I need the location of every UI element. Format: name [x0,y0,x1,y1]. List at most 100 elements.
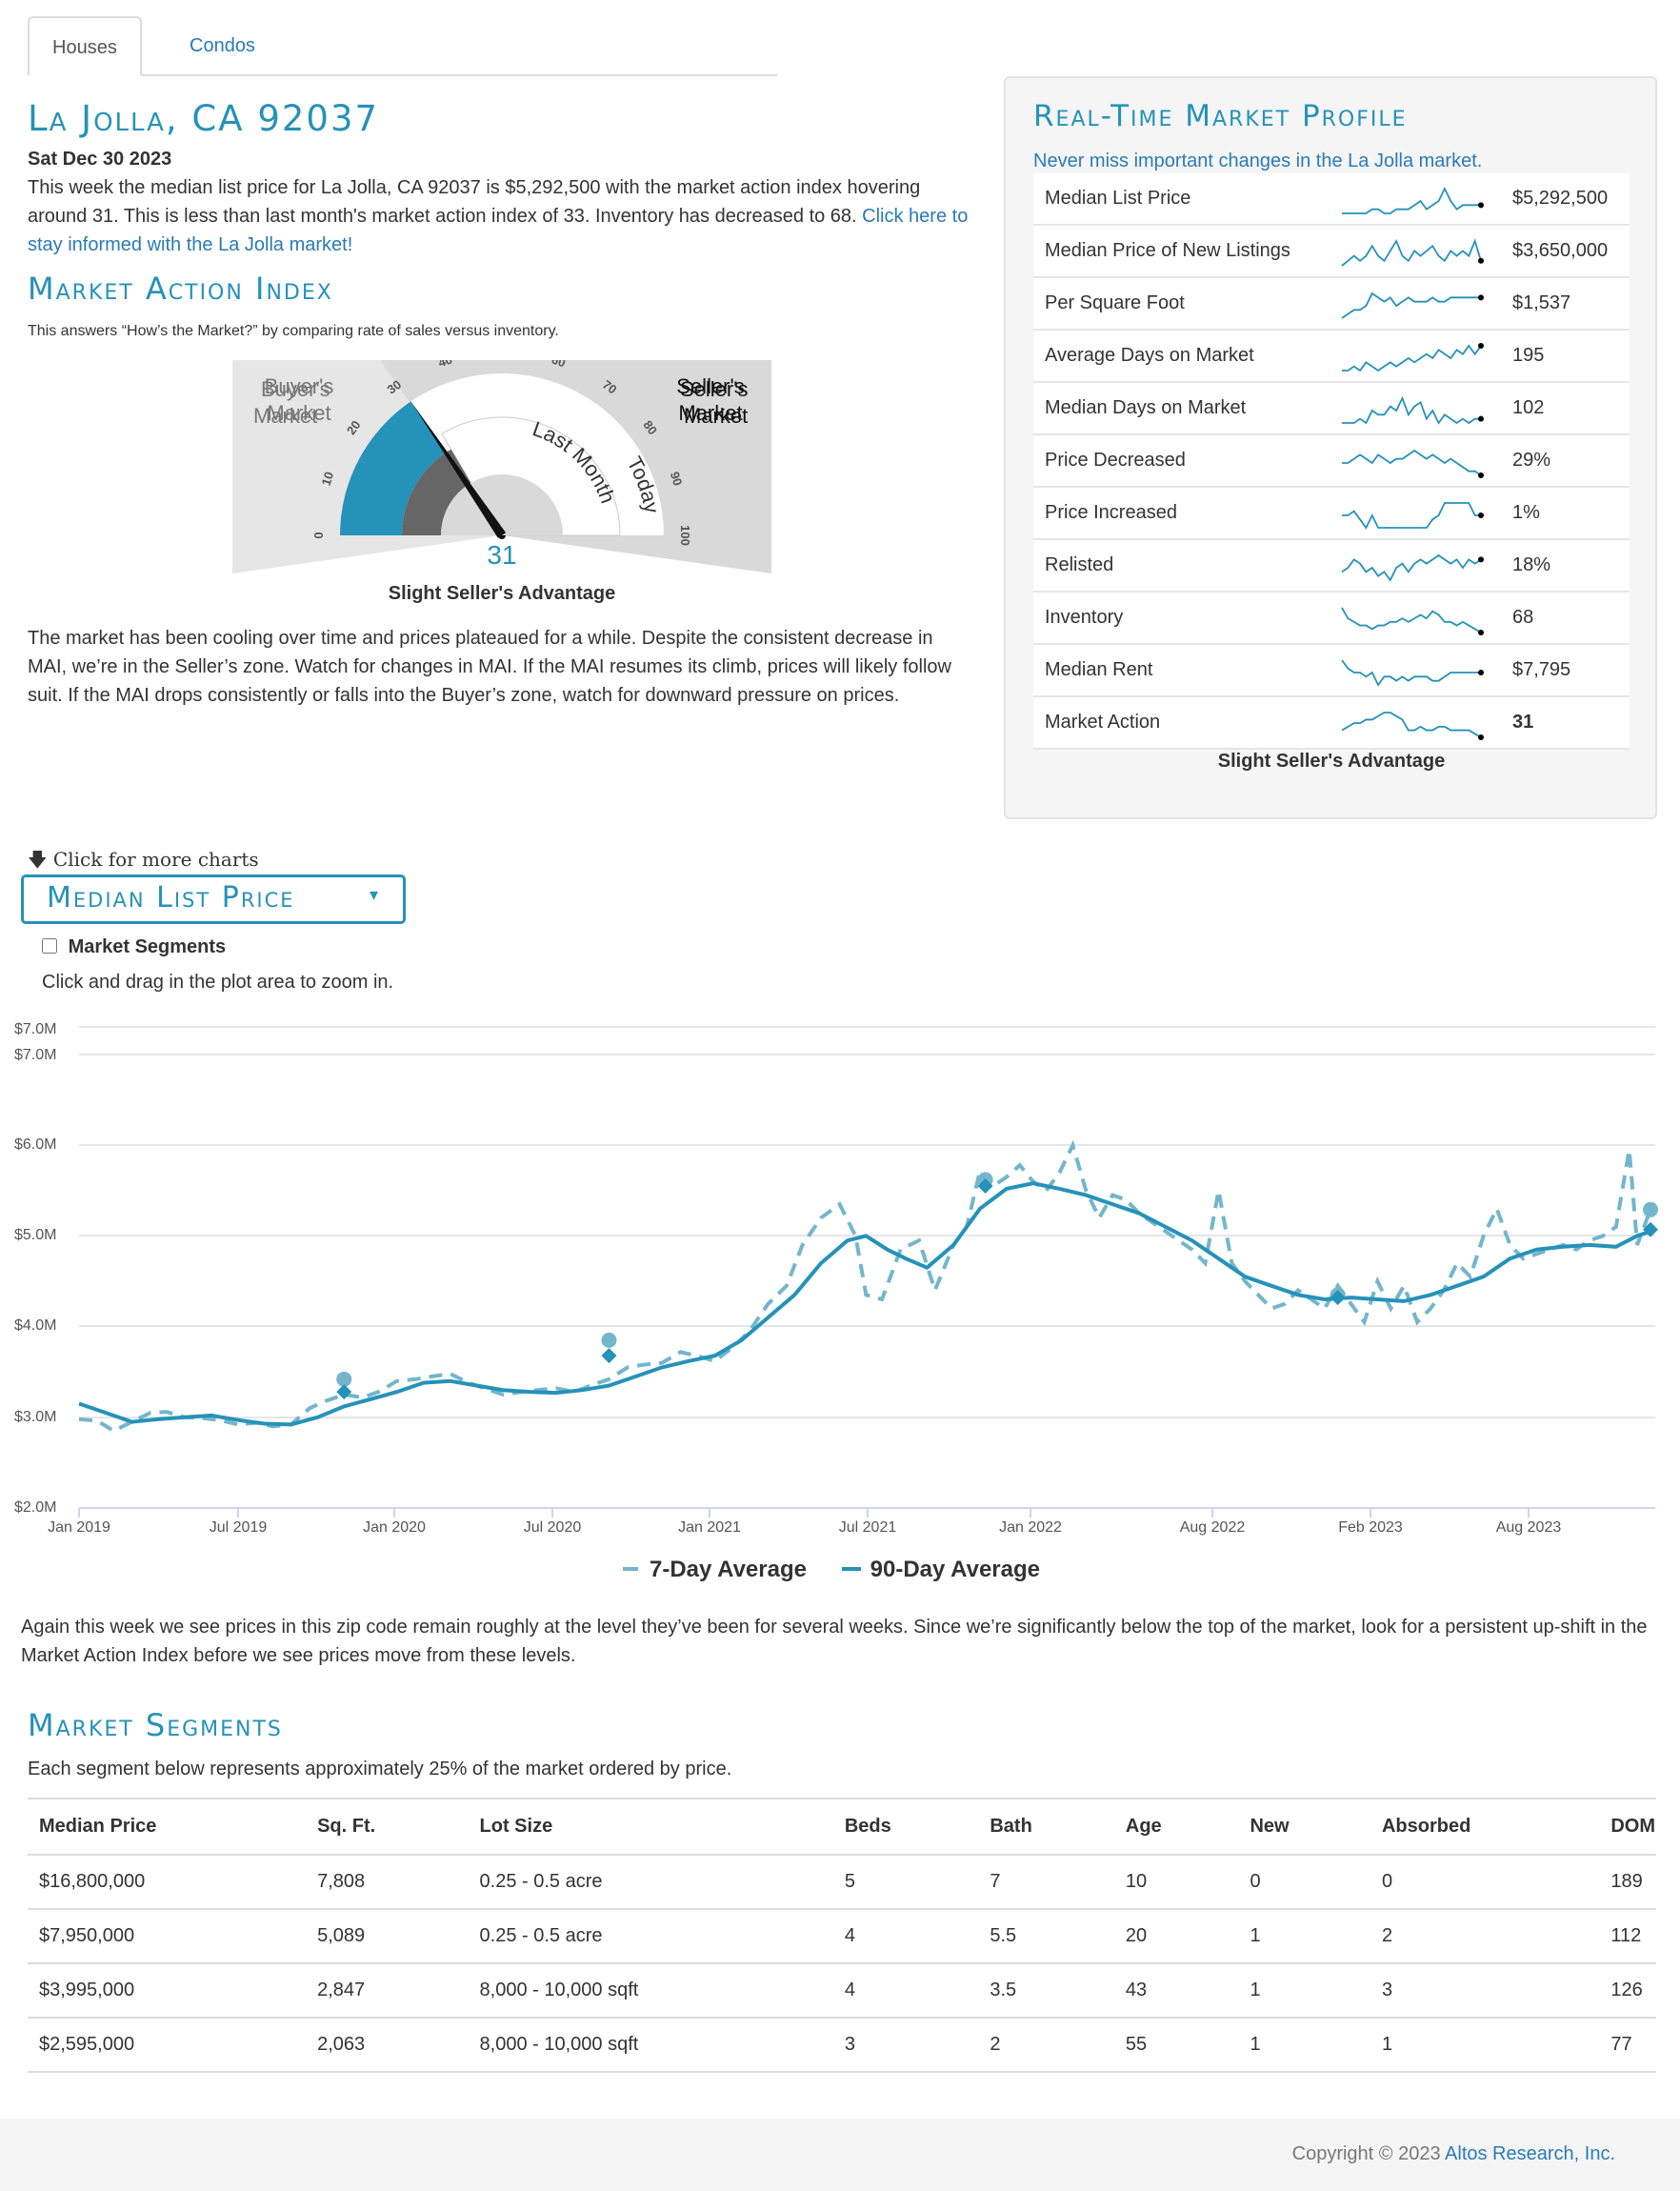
mai-value: 31 [487,540,517,570]
sparkline-path [1341,238,1482,267]
sparkline-endpoint [1478,670,1484,675]
profile-row: Market Action 31 [1033,697,1630,750]
median-price-chart[interactable]: $2.0M $3.0M $4.0M $5.0M $6.0M $7.0M $7.0M Jan … [0,1010,1680,1600]
tab-condos[interactable]: Condos [190,35,255,56]
profile-value: 18% [1512,554,1551,575]
profile-row: Per Square Foot $1,537 [1033,278,1630,331]
profile-label: Price Decreased [1045,450,1186,471]
table-row: $2,595,000 2,063 8,000 - 10,000 sqft 3 2 55 1 1… [28,2018,1656,2073]
zoom-hint: Click and drag in the plot area to zoom … [42,972,394,993]
sparkline-path [1342,395,1481,425]
gauge-tick-label: 80 [640,418,660,438]
profile-label: Market Action [1045,712,1161,733]
profile-row: Median Rent $7,795 [1033,645,1630,697]
series-90-day-marker [977,1178,993,1195]
table-cell: 20 [1113,1909,1239,1964]
y-tick-label: $7.0M [14,1021,56,1037]
legend-7-day[interactable]: 7-Day Average [650,1557,807,1582]
table-cell: 7 [978,1855,1114,1910]
series-7-day-marker [1643,1201,1658,1217]
gauge-tick-label: 90 [668,470,686,487]
profile-row: Price Increased 1% [1033,488,1630,540]
column-header[interactable]: DOM [1599,1798,1656,1856]
column-header[interactable]: Median Price [28,1798,307,1856]
sparkline-path [1341,607,1482,633]
svg-text:Seller's: Seller's [680,377,748,401]
property-type-tabs: Houses Condos [28,16,777,76]
segments-title: Market Segments [28,1707,283,1743]
y-tick-label: $2.0M [14,1499,56,1516]
column-header[interactable]: Lot Size [468,1798,833,1856]
profile-row: Median Price of New Listings $3,650,000 [1033,226,1630,278]
sparkline [1342,395,1484,425]
table-cell: 112 [1599,1909,1656,1964]
more-charts-hint[interactable]: 🡇 Click for more charts [28,848,259,871]
table-row: $3,995,000 2,847 8,000 - 10,000 sqft 4 3.5 43… [28,1963,1656,2019]
column-header[interactable]: Age [1113,1798,1239,1856]
column-header[interactable]: Bath [978,1798,1114,1856]
y-tick-label: $7.0M [14,1047,56,1063]
sparkline [1342,449,1484,478]
profile-value: 68 [1512,607,1534,628]
profile-title: Real-Time Market Profile [1033,99,1408,133]
gauge-tick-label: 70 [600,377,620,397]
stay-informed-link[interactable]: Click here to stay informed with the La … [28,206,969,255]
sparkline-endpoint [1478,257,1484,264]
table-cell: 1 [1238,1963,1370,2019]
table-cell: 5 [832,1855,979,1910]
column-header[interactable]: Absorbed [1370,1798,1600,1856]
table-cell: 8,000 - 10,000 sqft [468,1963,833,2019]
x-tick-label: Jul 2021 [839,1519,897,1536]
profile-label: Median List Price [1045,188,1191,209]
svg-text:Market: Market [684,404,748,428]
segments-toggle[interactable]: Market Segments [42,936,226,958]
buyer-market-label: Buyer's Market [264,374,334,425]
profile-value: 1% [1512,502,1540,523]
segments-checkbox[interactable] [42,938,57,954]
gauge-tick-label: 30 [385,377,405,397]
sparkline-path [1341,659,1481,687]
x-tick-label: Feb 2023 [1338,1519,1403,1536]
sparkline [1341,238,1484,267]
profile-row: Relisted 18% [1033,540,1630,593]
copyright: Copyright © 2023 Altos Research, Inc. [1291,2143,1615,2164]
table-cell: 0 [1238,1855,1370,1910]
table-cell: 5,089 [306,1909,469,1964]
table-cell: 1 [1238,1909,1370,1964]
profile-subtitle[interactable]: Never miss important changes in the La J… [1033,151,1483,171]
sparkline-path [1341,553,1482,582]
x-tick-label: Jan 2022 [999,1519,1062,1536]
sparkline-endpoint [1478,202,1484,209]
chart-selector-button[interactable]: Median List Price ▾ [21,874,406,924]
gauge-tick-label: 100 [678,525,692,546]
table-cell: 7,808 [306,1855,469,1910]
sparkline [1342,343,1484,372]
legend-90-day[interactable]: 90-Day Average [870,1557,1040,1582]
buyer-arc [340,401,446,535]
column-header[interactable]: Sq. Ft. [306,1798,469,1856]
column-header[interactable]: New [1238,1798,1370,1856]
gauge-tick-label: 20 [344,418,364,438]
x-tick-label: Jul 2019 [210,1519,268,1536]
altos-link[interactable]: Altos Research, Inc. [1445,2143,1615,2164]
table-cell: $7,950,000 [28,1909,307,1964]
profile-label: Relisted [1045,554,1114,575]
y-tick-label: $5.0M [14,1227,56,1243]
chart-legend: 7-Day Average 90-Day Average [623,1557,1040,1583]
mai-verdict: Slight Seller's Advantage [388,583,616,604]
market-action-gauge: 0102030405060708090100 Buyer's Market Se… [232,345,771,575]
profile-value: $5,292,500 [1512,188,1609,209]
column-header[interactable]: Beds [832,1798,979,1856]
profile-verdict: Slight Seller's Advantage [1217,751,1446,772]
table-row: $16,800,000 7,808 0.25 - 0.5 acre 5 7 10 0 0 189 [28,1855,1656,1910]
series-7-day-marker [601,1332,617,1348]
sparkline-path [1342,186,1481,214]
profile-label: Per Square Foot [1045,292,1185,313]
profile-table: Median List Price $5,292,500 Median Price … [1033,173,1630,750]
tab-houses[interactable]: Houses [28,16,142,76]
market-summary: This week the median list price for La J… [28,173,970,259]
table-cell: 3 [1370,1963,1600,2019]
profile-label: Median Price of New Listings [1045,240,1290,261]
sparkline-path [1341,291,1481,319]
table-row: $7,950,000 5,089 0.25 - 0.5 acre 4 5.5 20 1 2 11… [28,1909,1656,1964]
